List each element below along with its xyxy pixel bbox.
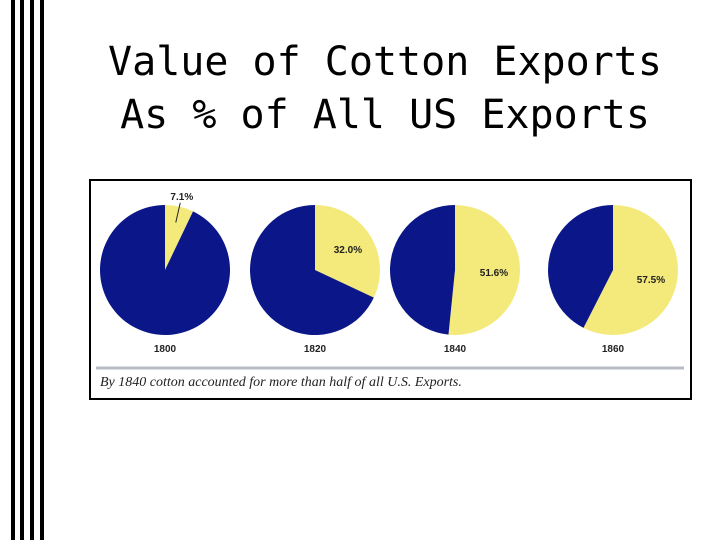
pie-slice: [547, 205, 613, 328]
data-label: 51.6%: [480, 268, 508, 279]
pie-label: 1820: [304, 344, 327, 355]
data-label: 7.1%: [170, 192, 193, 203]
side-bar: [20, 0, 24, 540]
pie-slice: [250, 205, 374, 336]
data-label: 32.0%: [334, 245, 362, 256]
pie-label: 1800: [154, 344, 177, 355]
data-label: 57.5%: [637, 275, 665, 286]
pie-slice: [165, 205, 194, 270]
side-bar: [30, 0, 34, 540]
slide-title: As % of All US Exports: [120, 92, 650, 138]
pie-slice: [448, 205, 521, 336]
pie-slice: [315, 205, 380, 298]
slide-title: Value of Cotton Exports: [108, 39, 662, 85]
caption: By 1840 cotton accounted for more than h…: [100, 375, 462, 390]
side-bar: [40, 0, 44, 540]
pie-slice: [583, 205, 678, 335]
pie-label: 1860: [602, 344, 625, 355]
pie-label: 1840: [444, 344, 467, 355]
leader-line: [175, 202, 181, 223]
pie-slice: [390, 205, 455, 335]
pie-charts: 7.1% 1800 32.0% 1820 51.6% 1840 57.5% 1860: [100, 192, 678, 355]
pie-slice: [100, 205, 230, 336]
side-bar: [11, 0, 15, 540]
